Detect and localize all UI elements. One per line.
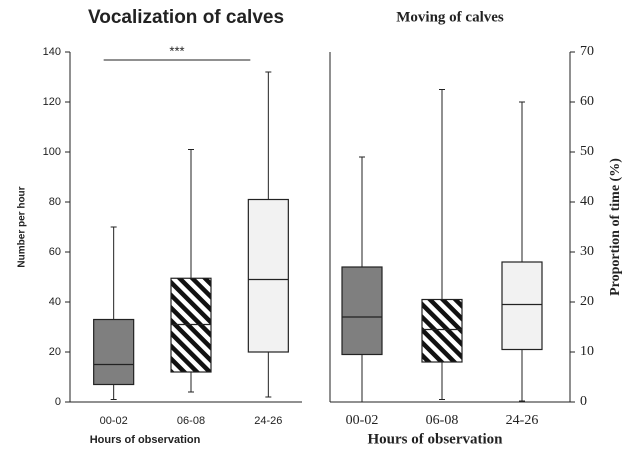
x-tick-label: 24-26 [506, 413, 539, 428]
y-tick-label: 20 [49, 346, 61, 358]
x-tick-label: 06-08 [177, 415, 205, 427]
box [421, 298, 463, 363]
y-tick-label: 0 [580, 394, 587, 409]
y-tick-label: 60 [49, 246, 61, 258]
x-tick-label: 00-02 [100, 415, 128, 427]
x-tick-label: 00-02 [346, 413, 379, 428]
y-tick-label: 30 [580, 244, 594, 259]
y-tick-label: 80 [49, 196, 61, 208]
y-tick-label: 60 [580, 94, 594, 109]
y-tick-label: 120 [43, 96, 61, 108]
x-tick-label: 24-26 [254, 415, 282, 427]
y-tick-label: 20 [580, 294, 594, 309]
box [93, 318, 135, 386]
y-tick-label: 40 [49, 296, 61, 308]
chart-title: Vocalization of calves [88, 7, 284, 28]
y-tick-label: 10 [580, 344, 594, 359]
y-tick-label: 140 [43, 46, 61, 58]
box [501, 261, 543, 351]
x-axis-label: Hours of observation [368, 431, 504, 447]
y-tick-label: 50 [580, 144, 594, 159]
significance-label: *** [169, 43, 184, 58]
y-tick-label: 0 [55, 396, 61, 408]
y-axis-label: Number per hour [17, 186, 28, 267]
box [247, 198, 289, 353]
box [341, 266, 383, 356]
y-axis-label: Proportion of time (%) [608, 158, 623, 296]
y-tick-label: 100 [43, 146, 61, 158]
box [170, 277, 212, 373]
y-tick-label: 70 [580, 44, 594, 59]
x-axis-label: Hours of observation [90, 434, 201, 446]
chart-title: Moving of calves [396, 9, 504, 25]
x-tick-label: 06-08 [426, 413, 459, 428]
y-tick-label: 40 [580, 194, 594, 209]
